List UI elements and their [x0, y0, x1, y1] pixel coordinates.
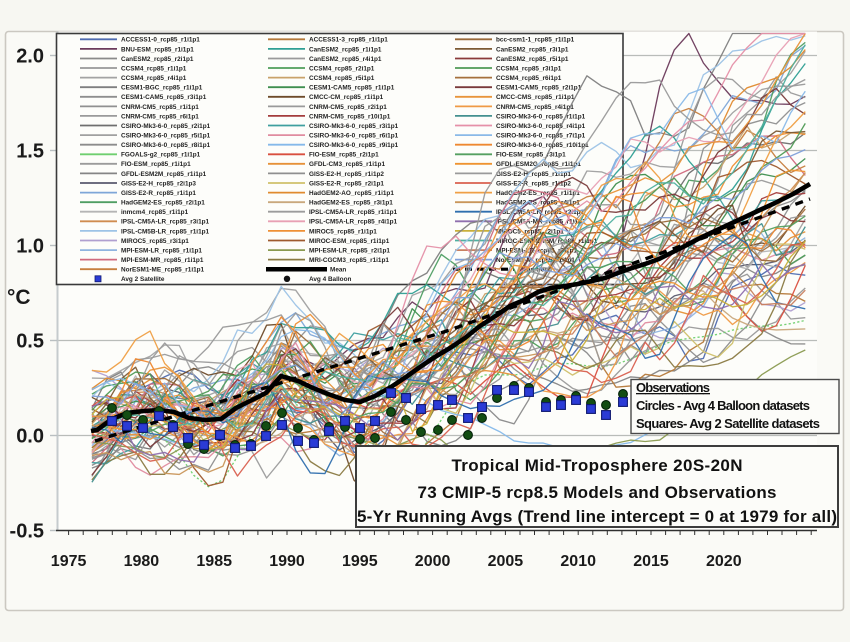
svg-text:GISS-E2-R_rcp85_r2i1p1: GISS-E2-R_rcp85_r2i1p1 — [309, 180, 384, 187]
svg-text:NorESM1-ME_rcp85_r1i1p1: NorESM1-ME_rcp85_r1i1p1 — [121, 267, 205, 274]
svg-text:CCSM4_rcp85_r1i1p1: CCSM4_rcp85_r1i1p1 — [121, 65, 187, 72]
svg-text:bcc-csm1-1_rcp85_r1i1p1: bcc-csm1-1_rcp85_r1i1p1 — [496, 37, 575, 44]
svg-text:IPSL-CM5B-LR_rcp85_r1i1p1: IPSL-CM5B-LR_rcp85_r1i1p1 — [121, 228, 210, 235]
svg-text:0.5: 0.5 — [16, 331, 44, 353]
svg-text:BNU-ESM_rcp85_r1i1p1: BNU-ESM_rcp85_r1i1p1 — [121, 46, 194, 53]
svg-text:HadGEM2-AO_rcp85_r1i1p1: HadGEM2-AO_rcp85_r1i1p1 — [309, 190, 394, 197]
svg-text:CESM1-BGC_rcp85_r1i1p1: CESM1-BGC_rcp85_r1i1p1 — [121, 85, 203, 92]
svg-text:5-Yr Running Avgs (Trend line: 5-Yr Running Avgs (Trend line intercept … — [357, 507, 837, 526]
svg-text:MPI-ESM-MR_rcp85_r1i1p1: MPI-ESM-MR_rcp85_r1i1p1 — [121, 257, 204, 264]
svg-text:1985: 1985 — [196, 553, 232, 570]
svg-text:GISS-E2-R_rcp85_r1i1p2: GISS-E2-R_rcp85_r1i1p2 — [496, 180, 571, 187]
svg-text:Avg 2 Satellite: Avg 2 Satellite — [121, 276, 165, 283]
svg-text:HadGEM2-ES_rcp85_r3i1p1: HadGEM2-ES_rcp85_r3i1p1 — [309, 200, 393, 207]
svg-text:CSIRO-Mk3-6-0_rcp85_r9i1p1: CSIRO-Mk3-6-0_rcp85_r9i1p1 — [309, 142, 399, 149]
svg-text:MPI-ESM-LR_rcp85_r1i1p1: MPI-ESM-LR_rcp85_r1i1p1 — [121, 248, 202, 255]
svg-text:2000: 2000 — [415, 553, 451, 570]
svg-text:CanESM2_rcp85_r3i1p1: CanESM2_rcp85_r3i1p1 — [496, 46, 569, 53]
svg-text:CSIRO-Mk3-6-0_rcp85_r3i1p1: CSIRO-Mk3-6-0_rcp85_r3i1p1 — [309, 123, 399, 130]
svg-text:0.0: 0.0 — [16, 426, 44, 448]
svg-text:CNRM-CM5_rcp85_r10i1p1: CNRM-CM5_rcp85_r10i1p1 — [309, 113, 391, 120]
svg-text:IPSL-CM5A-LR_rcp85_r1i1p1: IPSL-CM5A-LR_rcp85_r1i1p1 — [309, 209, 398, 216]
svg-text:CESM1-CAM5_rcp85_r3i1p1: CESM1-CAM5_rcp85_r3i1p1 — [121, 94, 207, 101]
svg-text:ACCESS1-0_rcp85_r1i1p1: ACCESS1-0_rcp85_r1i1p1 — [121, 37, 200, 44]
svg-text:GISS-E2-H_rcp85_r1i1p1: GISS-E2-H_rcp85_r1i1p1 — [496, 171, 571, 178]
svg-text:FIO-ESM_rcp85_r2i1p1: FIO-ESM_rcp85_r2i1p1 — [309, 152, 379, 159]
svg-text:Tropical Mid-Troposphere 20S-2: Tropical Mid-Troposphere 20S-20N — [452, 456, 743, 475]
svg-text:GISS-E2-R_rcp85_r1i1p1: GISS-E2-R_rcp85_r1i1p1 — [121, 190, 196, 197]
svg-text:CSIRO-Mk3-6-0_rcp85_r5i1p1: CSIRO-Mk3-6-0_rcp85_r5i1p1 — [121, 133, 211, 140]
svg-text:IPSL-CM5A-MR_rcp85_r1i1p1: IPSL-CM5A-MR_rcp85_r1i1p1 — [496, 219, 586, 226]
svg-text:CanESM2_rcp85_r1i1p1: CanESM2_rcp85_r1i1p1 — [309, 46, 382, 53]
svg-text:Circles - Avg 4 Balloon datase: Circles - Avg 4 Balloon datasets — [636, 398, 810, 413]
svg-text:CSIRO-Mk3-6-0_rcp85_r10i1p1: CSIRO-Mk3-6-0_rcp85_r10i1p1 — [496, 142, 589, 149]
svg-text:GISS-E2-H_rcp85_r2i1p3: GISS-E2-H_rcp85_r2i1p3 — [121, 180, 196, 187]
svg-text:CSIRO-Mk3-6-0_rcp85_r2i1p1: CSIRO-Mk3-6-0_rcp85_r2i1p1 — [121, 123, 211, 130]
svg-text:CESM1-CAM5_rcp85_r1i1p1: CESM1-CAM5_rcp85_r1i1p1 — [309, 85, 395, 92]
svg-text:2010: 2010 — [560, 553, 596, 570]
svg-text:CSIRO-Mk3-6-0_rcp85_r4i1p1: CSIRO-Mk3-6-0_rcp85_r4i1p1 — [496, 123, 586, 130]
svg-text:CCSM4_rcp85_r6i1p1: CCSM4_rcp85_r6i1p1 — [496, 75, 562, 82]
svg-text:CNRM-CM5_rcp85_r6i1p1: CNRM-CM5_rcp85_r6i1p1 — [121, 113, 199, 120]
svg-text:CMCC-CMS_rcp85_r1i1p1: CMCC-CMS_rcp85_r1i1p1 — [496, 94, 575, 101]
svg-text:MIROC5_rcp85_r3i1p1: MIROC5_rcp85_r3i1p1 — [121, 238, 189, 245]
svg-text:-0.5: -0.5 — [10, 521, 44, 543]
svg-text:FGOALS-g2_rcp85_r1i1p1: FGOALS-g2_rcp85_r1i1p1 — [121, 152, 201, 159]
svg-text:MPI-ESM-LR_rcp85_r2i1p1: MPI-ESM-LR_rcp85_r2i1p1 — [309, 248, 390, 255]
svg-text:CNRM-CM5_rcp85_r4i1p1: CNRM-CM5_rcp85_r4i1p1 — [496, 104, 574, 111]
svg-text:2020: 2020 — [706, 553, 742, 570]
svg-text:CanESM2_rcp85_r2i1p1: CanESM2_rcp85_r2i1p1 — [121, 56, 194, 63]
svg-text:CCSM4_rcp85_r2i1p1: CCSM4_rcp85_r2i1p1 — [309, 65, 375, 72]
svg-text:GISS-E2-H_rcp85_r1i1p2: GISS-E2-H_rcp85_r1i1p2 — [309, 171, 384, 178]
svg-text:IPSL-CM5A-LR_rcp85_r3i1p1: IPSL-CM5A-LR_rcp85_r3i1p1 — [121, 219, 210, 226]
svg-text:CESM1-CAM5_rcp85_r2i1p1: CESM1-CAM5_rcp85_r2i1p1 — [496, 85, 582, 92]
svg-text:HadGEM2-ES_rcp85_r4i1p1: HadGEM2-ES_rcp85_r4i1p1 — [496, 200, 580, 207]
svg-text:2015: 2015 — [633, 553, 669, 570]
svg-text:MIROC-ESM_rcp85_r1i1p1: MIROC-ESM_rcp85_r1i1p1 — [309, 238, 390, 245]
svg-text:ACCESS1-3_rcp85_r1i1p1: ACCESS1-3_rcp85_r1i1p1 — [309, 37, 388, 44]
svg-text:Observations: Observations — [636, 380, 710, 395]
svg-text:73 CMIP-5 rcp8.5 Models and Ob: 73 CMIP-5 rcp8.5 Models and Observations — [418, 483, 777, 502]
svg-text:FIO-ESM_rcp85_r3i1p1: FIO-ESM_rcp85_r3i1p1 — [496, 152, 566, 159]
svg-text:CNRM-CM5_rcp85_r1i1p1: CNRM-CM5_rcp85_r1i1p1 — [121, 104, 199, 111]
svg-text:CCSM4_rcp85_r5i1p1: CCSM4_rcp85_r5i1p1 — [309, 75, 375, 82]
svg-text:CMCC-CM_rcp85_r1i1p1: CMCC-CM_rcp85_r1i1p1 — [309, 94, 384, 101]
svg-text:1980: 1980 — [124, 553, 160, 570]
svg-text:1990: 1990 — [269, 553, 305, 570]
svg-text:CSIRO-Mk3-6-0_rcp85_r7i1p1: CSIRO-Mk3-6-0_rcp85_r7i1p1 — [496, 133, 586, 140]
svg-text:inmcm4_rcp85_r1i1p1: inmcm4_rcp85_r1i1p1 — [121, 209, 189, 216]
svg-text:HadGEM2-ES_rcp85_r1i1p1: HadGEM2-ES_rcp85_r1i1p1 — [496, 190, 580, 197]
svg-text:1.0: 1.0 — [16, 236, 44, 258]
svg-text:HadGEM2-ES_rcp85_r2i1p1: HadGEM2-ES_rcp85_r2i1p1 — [121, 200, 205, 207]
svg-text:2.0: 2.0 — [16, 46, 44, 68]
svg-text:MIROC5_rcp85_r1i1p1: MIROC5_rcp85_r1i1p1 — [309, 228, 377, 235]
svg-text:GFDL-CM3_rcp85_r1i1p1: GFDL-CM3_rcp85_r1i1p1 — [309, 161, 385, 168]
svg-text:Avg 4 Balloon: Avg 4 Balloon — [309, 276, 351, 283]
svg-text:CSIRO-Mk3-6-0_rcp85_r1i1p1: CSIRO-Mk3-6-0_rcp85_r1i1p1 — [496, 113, 586, 120]
svg-text:MIROC5_rcp85_r2i1p1: MIROC5_rcp85_r2i1p1 — [496, 228, 564, 235]
svg-text:1995: 1995 — [342, 553, 378, 570]
svg-text:NorESM1-M_rcp85_r1i1p1: NorESM1-M_rcp85_r1i1p1 — [496, 257, 575, 264]
svg-text:CCSM4_rcp85_r3i1p1: CCSM4_rcp85_r3i1p1 — [496, 65, 562, 72]
svg-text:1.5: 1.5 — [16, 141, 44, 163]
svg-text:CanESM2_rcp85_r5i1p1: CanESM2_rcp85_r5i1p1 — [496, 56, 569, 63]
svg-text:MIROC-ESM-CHEM_rcp85_r1i1p1: MIROC-ESM-CHEM_rcp85_r1i1p1 — [496, 238, 598, 245]
svg-text:CSIRO-Mk3-6-0_rcp85_r8i1p1: CSIRO-Mk3-6-0_rcp85_r8i1p1 — [121, 142, 211, 149]
svg-text:CCSM4_rcp85_r4i1p1: CCSM4_rcp85_r4i1p1 — [121, 75, 187, 82]
svg-text:IPSL-CM5A-LR_rcp85_r4i1p1: IPSL-CM5A-LR_rcp85_r4i1p1 — [309, 219, 398, 226]
svg-text:FIO-ESM_rcp85_r1i1p1: FIO-ESM_rcp85_r1i1p1 — [121, 161, 191, 168]
svg-text:GFDL-ESM2M_rcp85_r1i1p1: GFDL-ESM2M_rcp85_r1i1p1 — [121, 171, 207, 178]
svg-text:Mean: Mean — [330, 267, 346, 274]
svg-text:CNRM-CM5_rcp85_r2i1p1: CNRM-CM5_rcp85_r2i1p1 — [309, 104, 387, 111]
svg-text:MRI-CGCM3_rcp85_r1i1p1: MRI-CGCM3_rcp85_r1i1p1 — [309, 257, 389, 264]
svg-text:2005: 2005 — [488, 553, 524, 570]
svg-text:1975: 1975 — [51, 553, 87, 570]
svg-text:Squares- Avg 2 Satellite datas: Squares- Avg 2 Satellite datasets — [636, 416, 820, 431]
svg-text:CanESM2_rcp85_r4i1p1: CanESM2_rcp85_r4i1p1 — [309, 56, 382, 63]
svg-text:°C: °C — [7, 286, 31, 309]
svg-text:CSIRO-Mk3-6-0_rcp85_r6i1p1: CSIRO-Mk3-6-0_rcp85_r6i1p1 — [309, 133, 399, 140]
